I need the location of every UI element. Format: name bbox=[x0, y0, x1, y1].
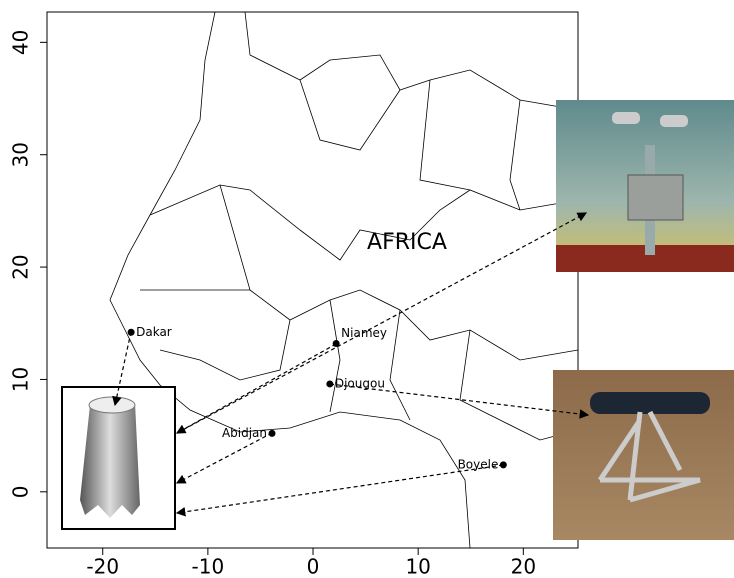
city-label: Niamey bbox=[341, 326, 387, 340]
city-label: Djougou bbox=[335, 376, 385, 390]
y-tick-label: 10 bbox=[9, 367, 33, 392]
photo-bottom-right bbox=[553, 370, 734, 540]
y-tick-label: 20 bbox=[9, 254, 33, 279]
x-tick-label: -10 bbox=[192, 555, 225, 578]
y-tick-label: 40 bbox=[9, 30, 33, 55]
x-tick-label: 0 bbox=[307, 555, 320, 578]
x-tick-label: -20 bbox=[86, 555, 119, 578]
x-tick-label: 10 bbox=[405, 555, 430, 578]
photo-left bbox=[61, 386, 176, 530]
y-tick-label: 30 bbox=[9, 142, 33, 167]
x-tick-label: 20 bbox=[511, 555, 536, 578]
city-dot bbox=[268, 429, 276, 437]
city-dot bbox=[326, 380, 334, 388]
arrows bbox=[112, 212, 590, 517]
city-dot bbox=[499, 461, 507, 469]
city-label: Abidjan bbox=[222, 426, 267, 440]
coastline bbox=[109, 11, 579, 549]
region-label: AFRICA bbox=[367, 230, 447, 255]
city-label: Boyele bbox=[458, 457, 499, 471]
y-tick-label: 0 bbox=[9, 485, 33, 498]
photo-top-right bbox=[556, 100, 734, 272]
city-dot bbox=[332, 339, 340, 347]
city-label: Dakar bbox=[136, 325, 172, 339]
city-dot bbox=[127, 328, 135, 336]
